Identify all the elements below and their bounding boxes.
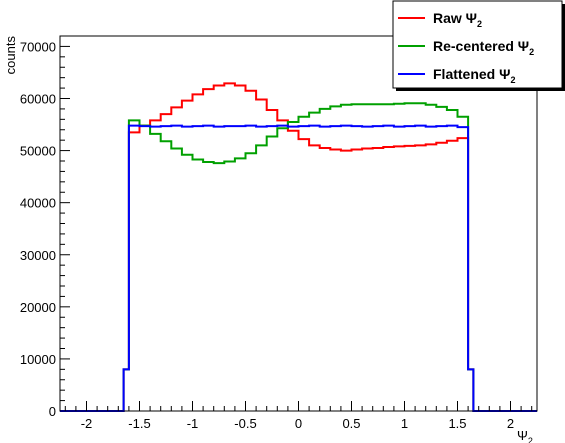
x-tick-label: 1 xyxy=(401,416,408,431)
y-axis-title: counts xyxy=(3,36,18,75)
series-line-2 xyxy=(60,124,537,412)
x-tick-label: 1.5 xyxy=(448,416,466,431)
x-tick-label: -1.5 xyxy=(128,416,150,431)
x-tick-label: -0.5 xyxy=(234,416,256,431)
y-tick-label: 10000 xyxy=(20,352,56,367)
y-tick-label: 60000 xyxy=(20,92,56,107)
x-axis: -2 -1.5 -1 -0.5 0 0.5 1 1.5 2 xyxy=(64,401,533,431)
legend: Raw Ψ2 Re-centered Ψ2 Flattened Ψ2 xyxy=(392,0,565,91)
y-axis: 0 10000 20000 30000 40000 50000 60000 70000 xyxy=(20,35,70,419)
x-tick-label: 0.5 xyxy=(342,416,360,431)
x-tick-label: -1 xyxy=(187,416,199,431)
x-tick-label: 0 xyxy=(295,416,302,431)
y-tick-label: 40000 xyxy=(20,196,56,211)
series-layer xyxy=(60,82,537,412)
x-axis-title: Ψ2 xyxy=(517,428,533,443)
x-axis-title-subscript: 2 xyxy=(528,436,533,443)
y-tick-label: 0 xyxy=(49,404,56,419)
legend-entry-label: Re-centered Ψ2 xyxy=(433,38,534,57)
legend-entry-label: Flattened Ψ2 xyxy=(433,66,515,85)
legend-entry-label: Raw Ψ2 xyxy=(433,10,482,29)
y-tick-label: 70000 xyxy=(20,39,56,54)
y-tick-label: 30000 xyxy=(20,248,56,263)
series-line-1 xyxy=(60,102,537,412)
series-line-0 xyxy=(60,82,537,412)
x-tick-label: -2 xyxy=(81,416,93,431)
y-tick-label: 20000 xyxy=(20,300,56,315)
legend-shadow xyxy=(562,4,565,91)
plot-frame xyxy=(59,35,538,412)
x-tick-label: 2 xyxy=(507,416,514,431)
x-axis-title-symbol: Ψ xyxy=(517,428,528,443)
y-tick-label: 50000 xyxy=(20,144,56,159)
legend-shadow xyxy=(396,88,565,91)
